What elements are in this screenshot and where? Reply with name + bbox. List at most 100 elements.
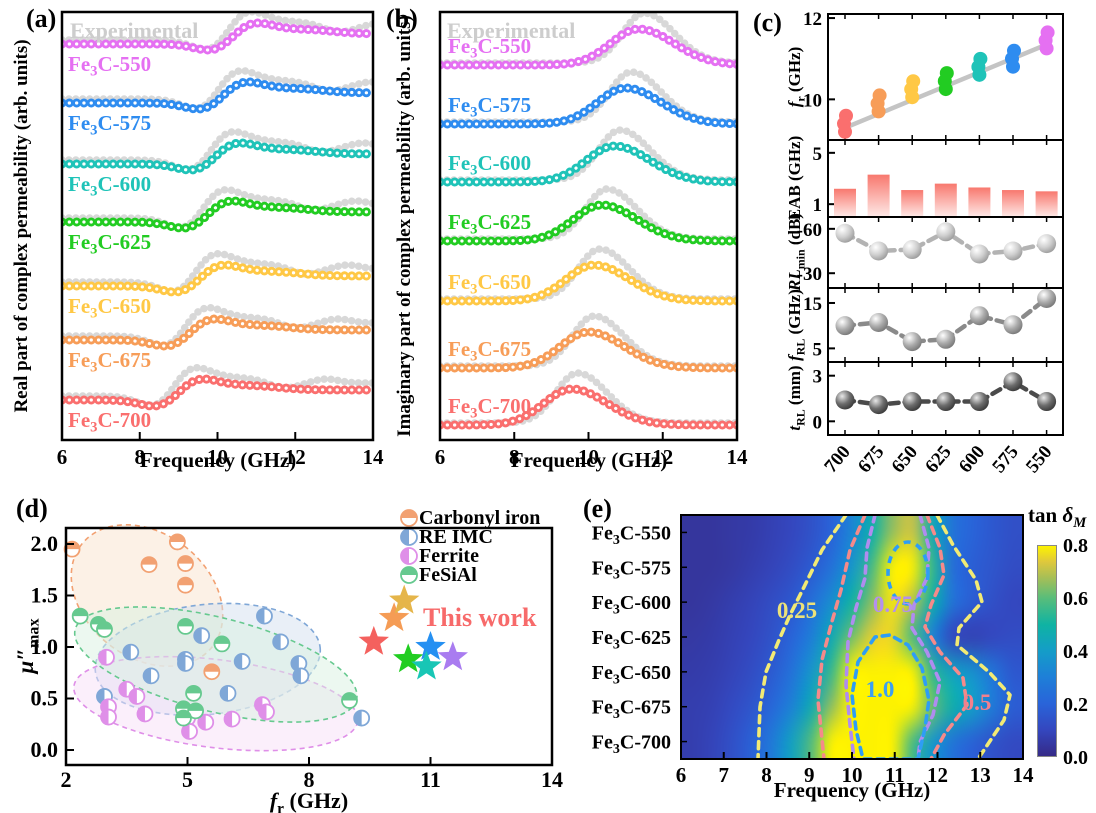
sphere-data-point [1037,234,1057,254]
data-point-ring [98,648,115,666]
x-tick-label: 9 [804,763,815,787]
series-label: Fe3C-575 [448,93,531,121]
plot-frame [60,10,375,442]
sphere-data-point [869,313,889,333]
data-point-ring [219,684,237,702]
panel-b-tag: (b) [386,4,418,33]
fr-sub: r [793,96,808,102]
y-tick-label: 1.0 [31,634,59,659]
eab-bar [901,190,924,217]
data-point-ring [177,655,194,672]
panel-e: 6 7 8 9 10 11 12 13 14 Fe3C-550 Fe3C-575 Fe3C-600 Fe… [592,514,1088,787]
fr-data-point [938,82,953,97]
y-tick-label: 0.5 [31,686,59,711]
trl-sub: RL [793,409,808,426]
panel-d-ylabel: μ″max [12,576,43,716]
x-tick-label: 14 [541,767,563,792]
contour-0.5 [816,515,867,759]
this-work-star [358,625,389,655]
this-work-star [393,643,424,673]
colorbar-tick-label: 0.4 [1063,641,1088,663]
data-point-ring [71,607,89,625]
data-point-ring [272,633,290,651]
x-tick-label: 11 [885,763,905,787]
plot-frame [64,526,554,767]
trl-symbol: t [785,425,805,431]
x-tick-label: 8 [761,763,772,787]
panel-b-xlabel: Frequency (GHz) [510,448,668,472]
panel-c-ylabel-trl: tRL (mm) [785,323,808,473]
data-point-ring [63,540,81,558]
contour-1.0-hotspot [886,540,930,606]
fit-curve-centers [62,141,373,172]
x-tick-label: 8 [135,445,146,469]
contour-label-10: 1.0 [865,677,895,702]
fr-data-point [871,104,886,119]
x-tick-label: 2 [61,767,72,792]
plot-frame [438,10,739,442]
sphere-data-point [936,329,956,349]
category-label: 625 [921,442,955,477]
data-point-ring [292,667,310,685]
this-work-star [415,631,446,660]
x-tick-label: 6 [435,445,446,469]
row-label: Fe3C-600 [592,592,671,617]
panel-e-tag: (e) [583,494,612,523]
curves [62,12,373,411]
series-label: Fe3C-650 [448,270,531,298]
row-label: Fe3C-650 [592,662,671,687]
contour-0.5 [923,515,969,759]
panel-c-tag: (c) [753,8,782,37]
sphere-data-point [936,392,956,412]
fit-curve [62,374,373,411]
data-point-ring [400,566,418,584]
fit-curve-centers [62,263,373,294]
rlmin-unit: (dB) [785,213,805,250]
panel-a-experimental-label: Experimental [70,18,199,43]
legend-label: FeSiAl [419,564,477,586]
x-tick-label: 8 [304,767,315,792]
eab-bar [867,174,890,217]
legend-label: RE IMC [419,526,493,548]
data-point-ring [181,723,198,740]
eab-bar [934,183,957,217]
data-point-ring [258,703,275,721]
series-label: Fe3C-700 [448,394,531,422]
series-label: Fe3C-550 [448,34,531,62]
x-tick-label: 12 [927,763,948,787]
tan-delta-heatmap [681,515,1023,759]
sphere-data-point [936,222,956,242]
colorbar-tick-label: 0.8 [1063,535,1088,557]
x-tick-label: 14 [1013,763,1035,787]
series-label: Fe3C-700 [68,408,151,436]
category-label: 675 [854,442,888,477]
panel-b-experimental-label: Experimental [447,18,576,43]
contour-1.0 [850,633,931,759]
fit-curve-centers [62,317,373,348]
data-point-ring [185,684,202,702]
sphere-data-point [835,390,855,410]
sphere-data-point [1037,288,1057,308]
x-tick-label: 14 [727,445,749,469]
sphere-data-point [902,392,922,412]
panel-a-xlabel: Frequency (GHz) [139,448,297,472]
y-tick-label: 15 [803,294,822,315]
subpanel-1: 15 [813,139,1064,218]
subpanel-4: 03 [813,361,1064,436]
mu-symbol: μ″ [12,648,38,674]
y-tick-label: 10 [803,90,822,111]
data-point-ring [213,635,231,653]
data-point-ring [100,708,117,726]
this-work-star [411,650,442,680]
colorbar-title: tan δM [1028,503,1086,532]
fit-curve-centers [62,199,373,230]
data-point-ring [193,627,211,645]
legend-label: Ferrite [419,545,479,567]
sphere-data-point [869,241,889,261]
row-label: Fe3C-575 [592,557,671,582]
y-tick-label: 1 [813,195,823,216]
colorbar-tick-label: 0.0 [1063,747,1088,769]
x-tick-label: 11 [420,767,441,792]
